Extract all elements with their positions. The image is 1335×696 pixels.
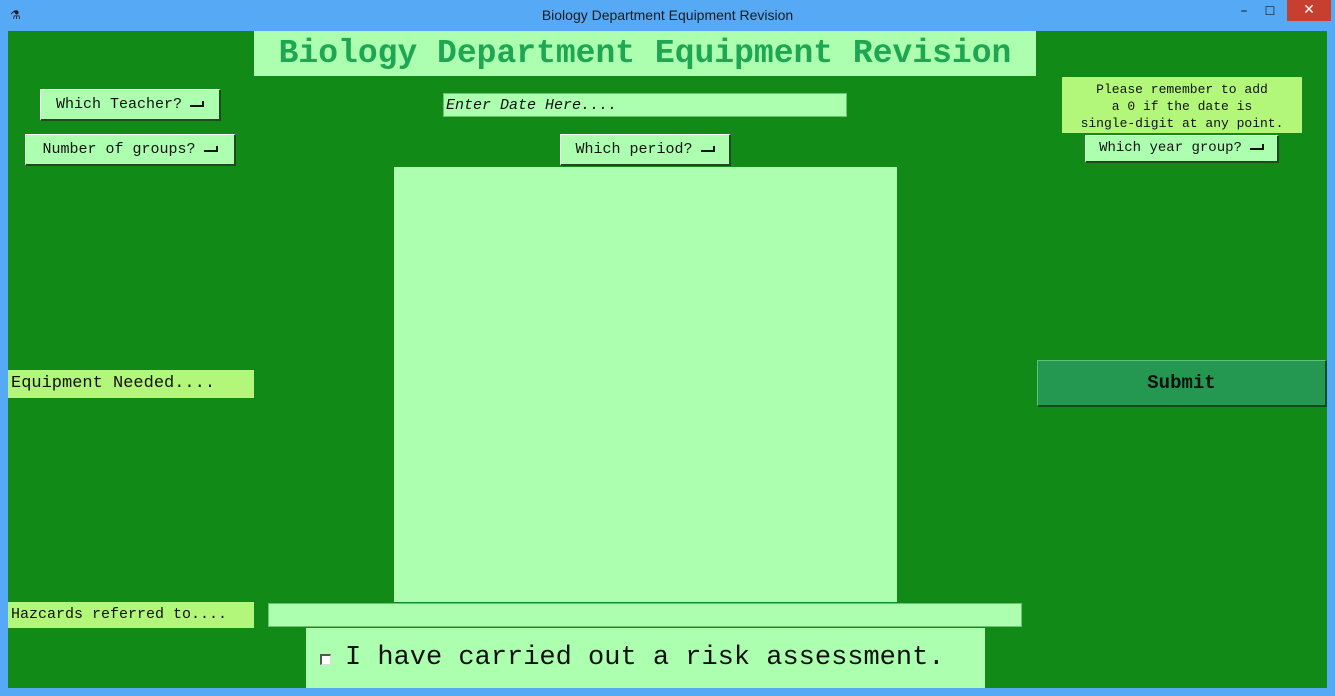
app-client-area: Biology Department Equipment Revision Wh… (8, 31, 1327, 688)
teacher-menu-label: Which Teacher? (55, 96, 183, 113)
dropdown-indicator-icon (190, 101, 205, 108)
app-title: Biology Department Equipment Revision (254, 31, 1036, 76)
period-menu-button[interactable]: Which period? (560, 134, 731, 166)
hazcards-input[interactable] (268, 603, 1022, 627)
dropdown-indicator-icon (700, 146, 715, 153)
dropdown-indicator-icon (1249, 144, 1264, 151)
microscope-icon: ⚗ (10, 8, 21, 22)
risk-assessment-checkbox[interactable] (320, 654, 331, 665)
reminder-line: Please remember to add (1096, 82, 1268, 97)
maximize-button[interactable]: ☐ (1264, 4, 1276, 18)
groups-menu-label: Number of groups? (42, 141, 196, 158)
title-bar: ⚗ Biology Department Equipment Revision … (0, 0, 1335, 31)
equipment-label: Equipment Needed.... (8, 370, 254, 398)
date-input[interactable] (443, 93, 847, 117)
close-button[interactable]: ✕ (1287, 0, 1331, 21)
risk-assessment-checkbutton[interactable]: I have carried out a risk assessment. (306, 628, 985, 688)
minimize-button[interactable]: – (1240, 3, 1248, 19)
teacher-menu-button[interactable]: Which Teacher? (40, 89, 221, 121)
year-group-menu-button[interactable]: Which year group? (1085, 135, 1279, 163)
date-reminder-note: Please remember to add a 0 if the date i… (1062, 77, 1302, 133)
submit-button[interactable]: Submit (1037, 360, 1327, 407)
window-title: Biology Department Equipment Revision (541, 7, 794, 23)
hazcards-label: Hazcards referred to.... (8, 602, 254, 628)
equipment-textarea[interactable] (394, 167, 897, 602)
period-menu-label: Which period? (575, 141, 693, 158)
reminder-line: single-digit at any point. (1080, 116, 1284, 131)
reminder-line: a 0 if the date is (1111, 99, 1253, 114)
risk-assessment-label: I have carried out a risk assessment. (345, 643, 945, 673)
dropdown-indicator-icon (203, 146, 218, 153)
year-group-menu-label: Which year group? (1099, 140, 1242, 156)
groups-menu-button[interactable]: Number of groups? (25, 134, 236, 166)
